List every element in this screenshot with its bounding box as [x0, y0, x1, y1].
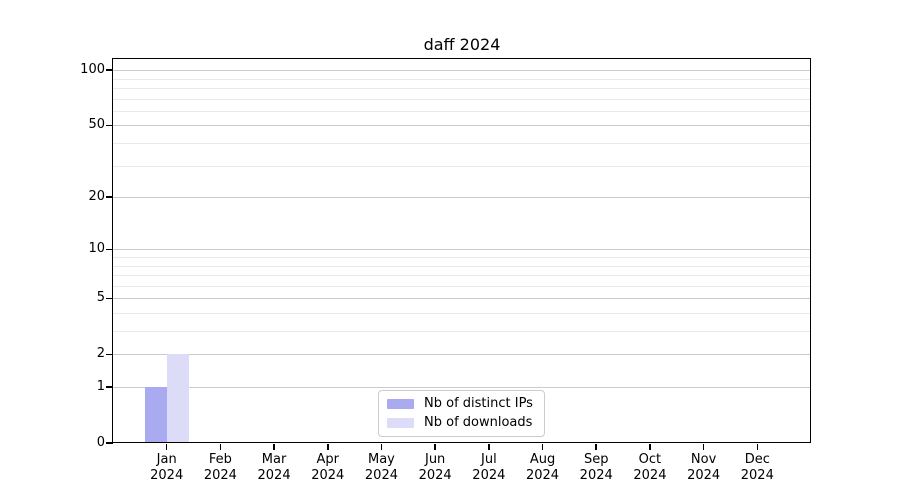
gridline-minor-7	[113, 275, 810, 277]
gridline-minor-60	[113, 110, 810, 112]
x-tick-mark-2	[273, 444, 275, 450]
gridline-major-50	[113, 125, 810, 127]
gridline-minor-3	[113, 331, 810, 332]
x-tick-label-aug-2024: Aug 2024	[525, 452, 560, 483]
x-tick-mark-8	[595, 444, 597, 450]
gridline-minor-70	[113, 98, 810, 100]
y-tick-mark-5	[106, 297, 113, 299]
x-tick-mark-7	[541, 444, 544, 450]
gridline-minor-6	[113, 285, 810, 287]
y-tick-label-50: 50	[88, 117, 105, 133]
y-tick-label-0: 0	[96, 435, 105, 450]
gridline-minor-30	[113, 165, 810, 167]
gridline-minor-80	[113, 88, 810, 89]
bar-nb-of-distinct-ips-jan-2024	[144, 387, 167, 443]
x-tick-label-apr-2024: Apr 2024	[311, 452, 345, 483]
gridline-major-100	[113, 70, 810, 72]
gridline-major-2	[113, 354, 810, 356]
gridline-major-10	[113, 249, 810, 251]
y-tick-label-100: 100	[80, 62, 105, 78]
legend-label-downloads: Nb of downloads	[424, 414, 533, 430]
x-tick-mark-5	[434, 444, 436, 450]
gridline-minor-90	[113, 78, 810, 80]
x-tick-mark-1	[219, 444, 222, 450]
y-tick-label-10: 10	[88, 241, 105, 257]
x-tick-mark-6	[488, 444, 490, 450]
y-tick-mark-100	[106, 69, 113, 71]
x-tick-label-may-2024: May 2024	[364, 452, 398, 483]
y-tick-mark-10	[106, 248, 113, 251]
x-tick-label-feb-2024: Feb 2024	[203, 452, 237, 483]
x-tick-label-nov-2024: Nov 2024	[687, 452, 721, 483]
gridline-minor-4	[113, 312, 810, 314]
y-tick-mark-20	[106, 196, 113, 198]
x-tick-mark-3	[327, 444, 329, 450]
gridline-minor-40	[113, 143, 810, 144]
chart-title: daff 2024	[423, 35, 501, 54]
legend-label-distinct-ips: Nb of distinct IPs	[424, 396, 533, 412]
x-tick-mark-11	[756, 444, 759, 450]
y-tick-mark-1	[106, 386, 113, 388]
x-tick-label-jan-2024: Jan 2024	[150, 452, 184, 483]
legend: Nb of distinct IPs Nb of downloads	[378, 390, 545, 437]
y-tick-label-5: 5	[96, 290, 105, 306]
legend-swatch-downloads	[387, 417, 414, 428]
y-tick-mark-50	[106, 124, 113, 127]
y-tick-label-2: 2	[96, 346, 105, 362]
gridline-minor-9	[113, 256, 810, 258]
x-tick-label-jun-2024: Jun 2024	[418, 452, 452, 483]
legend-item-downloads: Nb of downloads	[387, 414, 536, 432]
x-tick-mark-0	[165, 444, 168, 450]
x-tick-mark-10	[702, 444, 705, 450]
plot-frame	[112, 58, 811, 443]
gridline-minor-8	[113, 265, 810, 267]
x-tick-label-jul-2024: Jul 2024	[472, 452, 506, 483]
y-tick-label-20: 20	[88, 189, 105, 205]
x-tick-label-dec-2024: Dec 2024	[740, 452, 774, 483]
gridline-major-20	[113, 197, 810, 199]
gridline-major-1	[113, 387, 810, 388]
x-tick-mark-4	[380, 444, 383, 450]
y-tick-mark-0	[106, 442, 113, 444]
bar-nb-of-downloads-jan-2024	[166, 354, 189, 443]
legend-item-distinct-ips: Nb of distinct IPs	[387, 395, 536, 413]
x-tick-label-oct-2024: Oct 2024	[633, 452, 667, 483]
x-tick-label-sep-2024: Sep 2024	[579, 452, 613, 483]
x-tick-label-mar-2024: Mar 2024	[257, 452, 291, 483]
legend-swatch-distinct-ips	[387, 399, 414, 410]
y-tick-mark-2	[106, 353, 113, 355]
x-tick-mark-9	[649, 444, 651, 450]
y-tick-label-1: 1	[96, 379, 105, 394]
gridline-major-5	[113, 298, 810, 300]
